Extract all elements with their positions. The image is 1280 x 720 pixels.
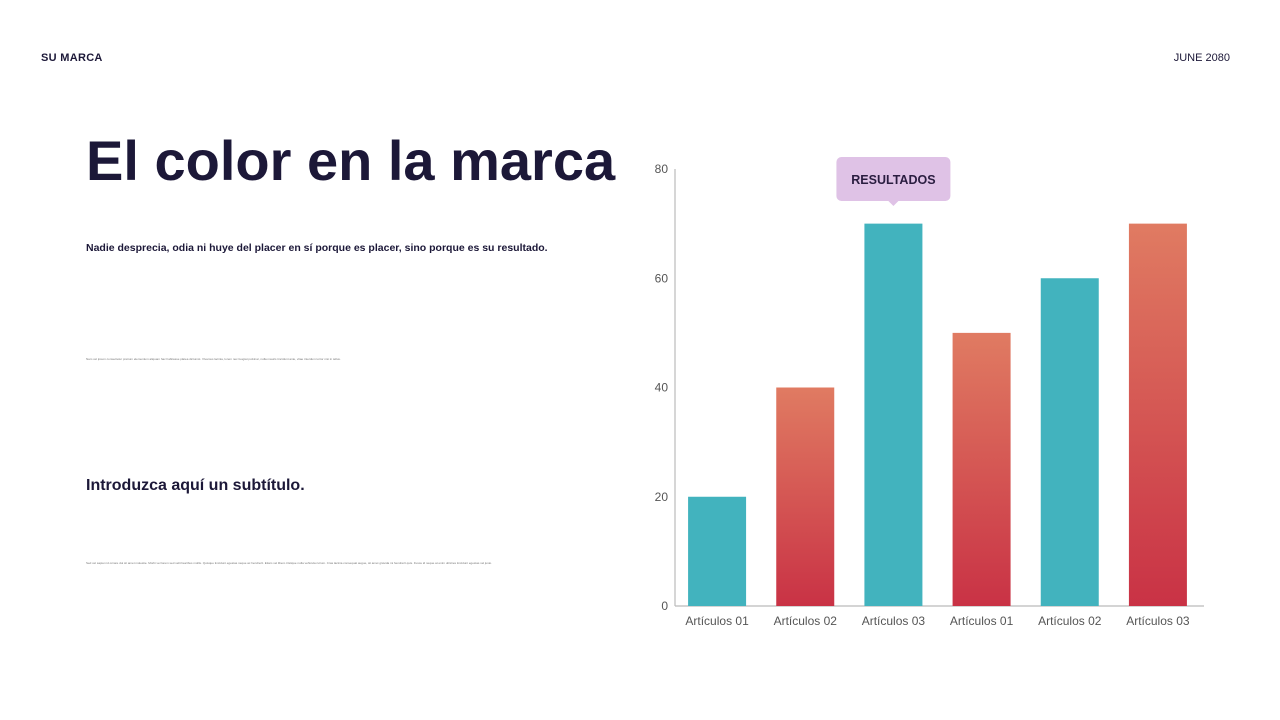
date-label: JUNE 2080	[1173, 52, 1230, 64]
bar	[1040, 278, 1099, 606]
bar	[864, 223, 923, 606]
bar	[1128, 223, 1187, 606]
x-tick-label: Artículos 01	[685, 614, 749, 628]
brand-name: SU MARCA	[41, 52, 103, 64]
y-tick-label: 40	[655, 381, 669, 395]
body-text-2: Sed vel sapien id ornare dui sit amet mo…	[86, 561, 493, 565]
x-tick-label: Artículos 02	[774, 614, 838, 628]
y-tick-label: 80	[655, 162, 669, 176]
subtitle: Introduzca aquí un subtítulo.	[86, 477, 305, 494]
x-tick-label: Artículos 03	[862, 614, 926, 628]
y-tick-label: 0	[661, 599, 668, 613]
y-tick-label: 20	[655, 490, 669, 504]
y-tick-label: 60	[655, 271, 669, 285]
body-text-1: Nam vel ipsum consectetur pretium elemen…	[86, 357, 341, 361]
callout-pointer	[887, 200, 900, 206]
x-tick-label: Artículos 01	[950, 614, 1014, 628]
page-title: El color en la marca	[86, 129, 616, 192]
x-tick-label: Artículos 02	[1038, 614, 1102, 628]
bar	[776, 387, 835, 606]
bar	[688, 496, 747, 606]
bar	[952, 332, 1011, 606]
x-tick-label: Artículos 03	[1126, 614, 1190, 628]
lead-text: Nadie desprecia, odia ni huye del placer…	[86, 242, 548, 254]
callout-label: RESULTADOS	[851, 173, 935, 187]
callout-box	[836, 157, 951, 201]
